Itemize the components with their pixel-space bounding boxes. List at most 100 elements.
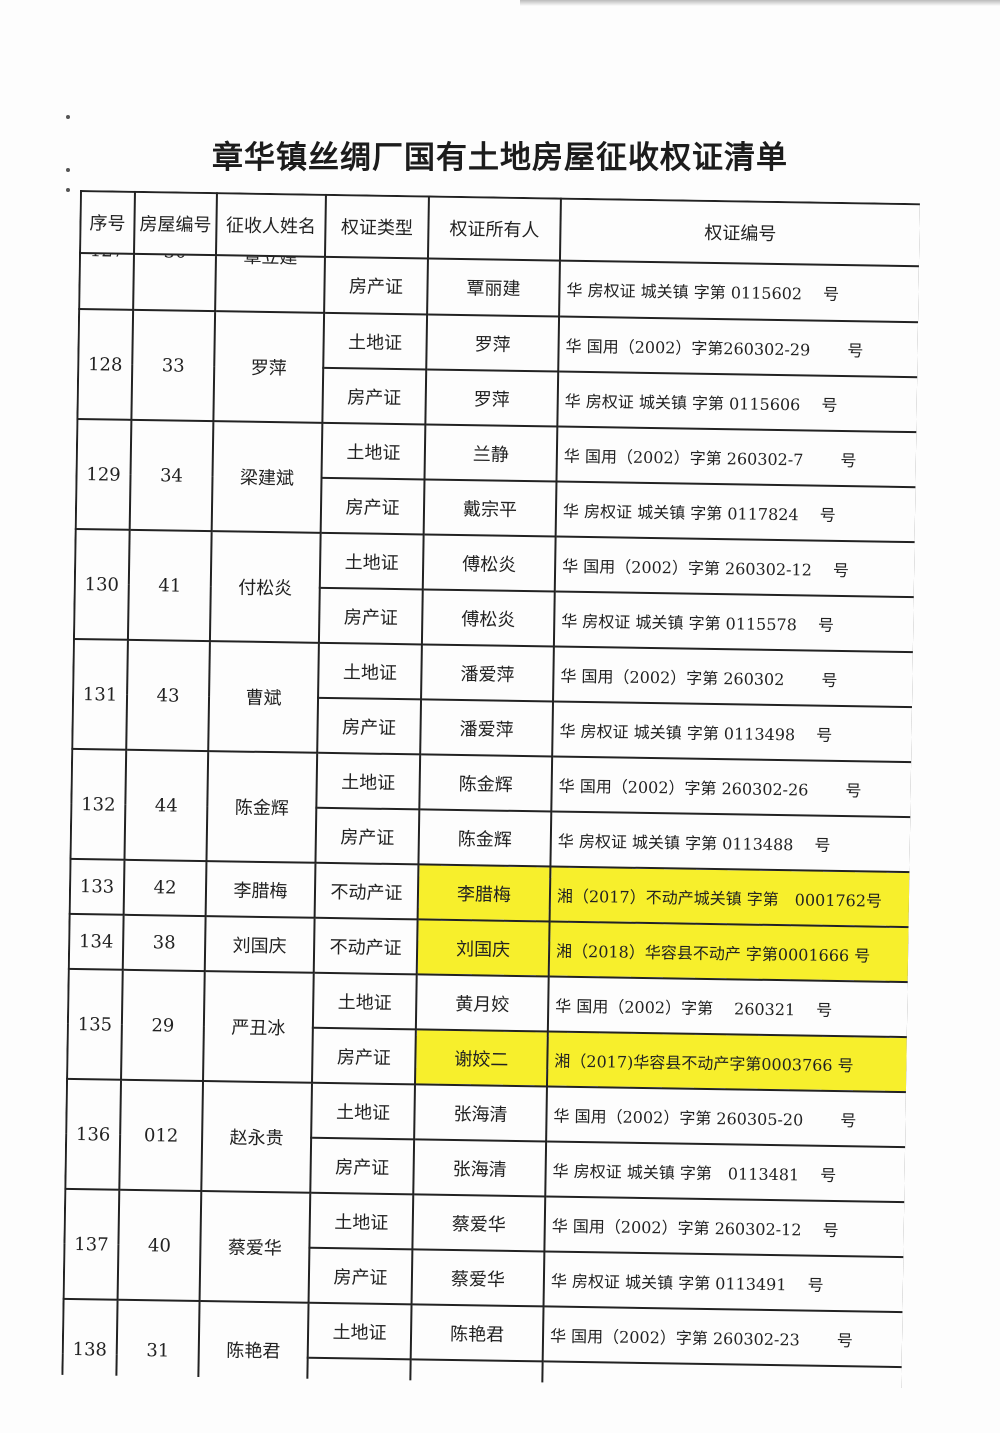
cert-type-cell: 房产证 [320, 477, 425, 535]
serial-cell-text: 137 [74, 1233, 109, 1256]
expropriatee-cell: 罗萍 [213, 311, 325, 423]
house-no-cell: 30 [133, 253, 216, 312]
header-house-no: 房屋编号 [134, 191, 217, 256]
cert-owner-cell-text: 刘国庆 [455, 938, 511, 961]
expropriatee-cell-text: 刘国庆 [232, 934, 287, 957]
cert-number-cell: 华 国用（2002）字第 260302-12 号 [554, 536, 916, 598]
expropriatee-cell: 严丑冰 [203, 971, 314, 1083]
cert-type-cell: 不动产证 [314, 862, 419, 920]
cert-owner-cell: 张海清 [413, 1139, 547, 1197]
serial-cell: 138 [61, 1298, 118, 1389]
cert-number-cell-text: 华 国用（2002）字第260302-29 号 [565, 336, 864, 360]
expropriatee-cell: 付松炎 [209, 531, 321, 643]
cert-owner-cell: 潘爱萍 [420, 699, 554, 757]
serial-cell-text: 135 [77, 1013, 113, 1036]
house-no-cell: 33 [131, 309, 216, 422]
cert-owner-cell-text: 罗萍 [474, 333, 511, 356]
cert-owner-cell: 傅松炎 [422, 534, 556, 592]
cert-number-cell: 华 房权证 城关镇 字第 0113491 号 [543, 1251, 905, 1313]
expropriatee-cell: 陈艳君 [197, 1301, 309, 1389]
expropriatee-cell-text: 付松炎 [238, 577, 293, 600]
cert-number-cell-text: 华 国用（2002）字第 260305-20 号 [553, 1106, 857, 1130]
cert-number-cell: 华 房权证 城关镇 字第 0113481 号 [545, 1141, 907, 1203]
cert-owner-cell: 蔡爱华 [411, 1249, 545, 1307]
serial-cell-text: 138 [72, 1339, 108, 1361]
cert-owner-cell: 李腊梅 [417, 864, 551, 922]
house-no-cell-text: 43 [156, 684, 180, 707]
table-row: 137 40 蔡爱华 土地证 蔡爱华华 国用（2002）字第 260302-12 号 [63, 1188, 906, 1303]
cert-owner-cell-text: 罗萍 [473, 388, 510, 411]
house-no-cell: 43 [126, 639, 210, 752]
house-no-cell: 44 [124, 749, 209, 862]
cert-type-cell [306, 1357, 411, 1389]
cert-owner-cell-text: 蔡爱华 [451, 1213, 506, 1236]
table-row: 128 33 罗萍 土地证 罗萍华 国用（2002）字第260302-29 号 [77, 309, 920, 423]
cert-number-cell: 华 房权证 城关镇 字第 0113488 号 [550, 811, 912, 873]
table-row: 129 34 梁建斌 土地证 兰静 华 国用（2002）字第 260302-7 号 [75, 418, 918, 533]
cert-type-cell-text: 不动产证 [329, 936, 402, 959]
cert-owner-cell-text: 陈金辉 [458, 773, 513, 796]
cert-type-cell-text: 不动产证 [330, 881, 403, 904]
serial-cell-text: 130 [84, 573, 120, 596]
cert-type-cell-text: 房产证 [336, 1046, 392, 1069]
serial-cell-text: 134 [78, 931, 114, 953]
cert-owner-cell: 刘国庆 [416, 919, 550, 977]
expropriatee-cell: 李腊梅 [205, 861, 316, 918]
expropriatee-cell: 蔡爱华 [199, 1191, 311, 1303]
cert-owner-cell-text: 傅松炎 [461, 608, 516, 631]
cert-number-cell-text: 华 国用（2002）字第 260302-12 号 [562, 556, 850, 580]
cert-owner-cell-text: 李腊梅 [456, 883, 512, 906]
cert-number-cell-text: 华 房权证 城关镇 字第 0115606 号 [564, 391, 838, 415]
cert-number-cell-text: 湘（2017）不动产城关镇 字第 0001762号 [556, 886, 883, 911]
cert-owner-cell: 兰静 [424, 424, 558, 482]
scan-edge-shadow [520, 0, 1000, 6]
cert-owner-cell-text: 陈金辉 [457, 828, 513, 851]
cert-owner-cell [409, 1359, 543, 1389]
house-no-cell-text: 42 [153, 877, 177, 899]
cert-number-cell-text: 华 房权证 城关镇 字第 0113491 号 [550, 1271, 824, 1295]
cert-type-cell-text: 房产证 [348, 276, 404, 299]
scan-speck [66, 168, 70, 172]
cert-type-cell: 土地证 [312, 972, 417, 1030]
cert-number-cell: 华 国用（2002）字第 260302 号 [553, 646, 914, 708]
cert-type-cell: 房产证 [310, 1137, 415, 1195]
cert-owner-cell: 黄月姣 [415, 974, 549, 1032]
cert-type-cell-text: 房产证 [347, 386, 402, 409]
cert-number-cell: 华 国用（2002）字第260302-29 号 [558, 316, 920, 378]
cert-number-cell: 华 房权证 城关镇 字第 0117824 号 [555, 481, 917, 543]
serial-cell-text: 132 [81, 793, 116, 816]
cert-type-cell-text: 房产证 [343, 606, 398, 629]
cert-type-cell-text: 土地证 [346, 441, 401, 464]
cert-type-cell-text: 土地证 [334, 1211, 389, 1234]
cert-number-cell: 华 房权证 城关镇 字第 0113498 号 [552, 701, 913, 763]
cert-owner-cell: 潘爱萍 [421, 644, 554, 702]
serial-cell: 133 [69, 858, 125, 915]
expropriatee-cell-text: 罗萍 [250, 357, 287, 380]
house-no-cell-text: 012 [143, 1124, 179, 1147]
cert-owner-cell: 戴宗平 [423, 479, 557, 537]
cert-owner-cell-text: 戴宗平 [462, 498, 518, 521]
expropriatee-cell: 陈金辉 [206, 751, 318, 863]
cert-number-cell: 湘（2017)华容县不动产字第0003766 号 [546, 1031, 908, 1093]
scan-speck [66, 115, 70, 119]
cert-owner-cell: 陈艳君 [410, 1304, 544, 1362]
cert-type-cell: 房产证 [312, 1027, 416, 1085]
house-no-cell: 40 [117, 1189, 202, 1302]
header-serial: 序号 [80, 191, 135, 254]
serial-cell: 131 [72, 638, 128, 750]
cert-type-cell: 土地证 [323, 312, 428, 370]
cert-type-cell: 土地证 [309, 1192, 414, 1250]
house-no-cell-text: 34 [159, 464, 184, 487]
cert-type-cell: 土地证 [307, 1302, 412, 1360]
cert-number-cell-text: 华 国用（2002）字第 260302-26 号 [558, 776, 862, 800]
cert-owner-cell: 蔡爱华 [412, 1194, 546, 1252]
cert-number-cell [541, 1361, 903, 1389]
cert-type-cell: 房产证 [315, 807, 420, 865]
serial-cell: 127 [79, 253, 135, 310]
house-no-cell: 31 [115, 1299, 200, 1389]
cert-number-cell: 华 房权证 城关镇 字第 0115606 号 [557, 371, 919, 433]
expropriatee-cell: 曹斌 [208, 641, 319, 753]
expropriatee-cell: 刘国庆 [204, 916, 315, 973]
house-no-cell-text: 41 [158, 574, 182, 597]
house-no-cell: 41 [127, 529, 212, 642]
